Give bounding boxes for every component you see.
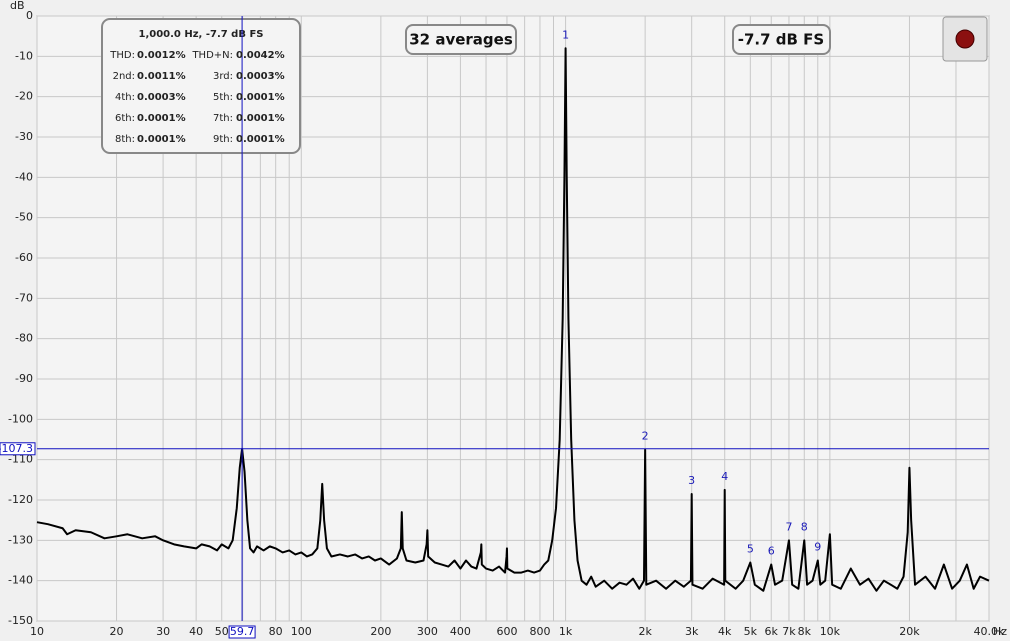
info-cell: 0.0001% bbox=[236, 134, 285, 145]
x-tick-label: 2k bbox=[638, 625, 652, 638]
y-tick-label: -140 bbox=[8, 574, 33, 587]
y-tick-label: -130 bbox=[8, 533, 33, 546]
info-cell: 3rd: bbox=[213, 71, 233, 82]
info-cell: 0.0003% bbox=[236, 71, 285, 82]
y-tick-label: -70 bbox=[15, 291, 33, 304]
info-cell: 4th: bbox=[115, 92, 135, 103]
y-tick-label: -120 bbox=[8, 493, 33, 506]
y-tick-label: -110 bbox=[8, 453, 33, 466]
grid bbox=[36, 15, 990, 622]
y-tick-label: -90 bbox=[15, 372, 33, 385]
y-tick-label: -100 bbox=[8, 412, 33, 425]
info-cell: 7th: bbox=[213, 113, 233, 124]
y-axis-label: dB bbox=[10, 0, 25, 12]
y-tick-label: -60 bbox=[15, 251, 33, 264]
info-cell: THD: bbox=[109, 50, 135, 61]
info-box bbox=[101, 18, 301, 154]
x-tick-label: 10 bbox=[30, 625, 44, 638]
info-cell: 9th: bbox=[213, 134, 233, 145]
y-tick-label: -10 bbox=[15, 49, 33, 62]
x-tick-label: 40 bbox=[189, 625, 203, 638]
averages: 32 averages bbox=[409, 31, 513, 49]
harmonic-label: 5 bbox=[747, 543, 754, 556]
cursor-y-box bbox=[0, 442, 36, 456]
harmonic-label: 7 bbox=[785, 520, 792, 533]
x-tick-label: 40.0k bbox=[974, 625, 1005, 638]
x-tick-label: 50 bbox=[215, 625, 229, 638]
x-tick-label: 800 bbox=[529, 625, 550, 638]
x-tick-label: 100 bbox=[291, 625, 312, 638]
info-cell: 6th: bbox=[115, 113, 135, 124]
x-tick-label: 400 bbox=[450, 625, 471, 638]
x-tick-label: 8k bbox=[798, 625, 812, 638]
x-tick-label: 3k bbox=[685, 625, 699, 638]
x-unit: Hz bbox=[993, 625, 1007, 638]
info-cell: 2nd: bbox=[113, 71, 135, 82]
x-tick-label: 200 bbox=[370, 625, 391, 638]
x-tick-label: 6k bbox=[765, 625, 779, 638]
info-title: 1,000.0 Hz, -7.7 dB FS bbox=[139, 29, 264, 40]
info-cell: 8th: bbox=[115, 134, 135, 145]
y-tick-label: 0 bbox=[26, 9, 33, 22]
record-icon[interactable] bbox=[955, 29, 975, 49]
info-cell: 0.0001% bbox=[137, 113, 186, 124]
info-cell: 0.0012% bbox=[137, 50, 186, 61]
x-tick-label: 5k bbox=[744, 625, 758, 638]
info-cell: THD+N: bbox=[191, 50, 233, 61]
y-tick-label: -50 bbox=[15, 211, 33, 224]
x-tick-label: 10k bbox=[820, 625, 841, 638]
x-tick-label: 4k bbox=[718, 625, 732, 638]
spectrum-line bbox=[36, 47, 990, 592]
info-cell: 0.0003% bbox=[137, 92, 186, 103]
y-tick-label: -80 bbox=[15, 332, 33, 345]
info-cell: 0.0011% bbox=[137, 71, 186, 82]
info-cell: 0.0001% bbox=[236, 113, 285, 124]
info-cell: 0.0001% bbox=[236, 92, 285, 103]
y-tick-label: -40 bbox=[15, 170, 33, 183]
y-tick-label: -150 bbox=[8, 614, 33, 627]
harmonic-label: 4 bbox=[721, 470, 728, 483]
x-tick-label: 600 bbox=[496, 625, 517, 638]
level: -7.7 dB FS bbox=[738, 31, 824, 49]
cursor-y-label: -107.3 bbox=[0, 442, 33, 455]
y-tick-label: -30 bbox=[15, 130, 33, 143]
x-tick-label: 20 bbox=[110, 625, 124, 638]
level-badge bbox=[732, 24, 831, 55]
x-tick-label: 30 bbox=[156, 625, 170, 638]
info-cell: 5th: bbox=[213, 92, 233, 103]
x-tick-label: 7k bbox=[782, 625, 796, 638]
x-tick-label: 80 bbox=[269, 625, 283, 638]
cursor-x-label: 59.7 bbox=[230, 625, 255, 638]
harmonic-label: 9 bbox=[814, 541, 821, 554]
info-cell: 0.0001% bbox=[137, 134, 186, 145]
y-tick-label: -20 bbox=[15, 90, 33, 103]
harmonic-label: 6 bbox=[768, 545, 775, 558]
info-cell: 0.0042% bbox=[236, 50, 285, 61]
harmonic-label: 3 bbox=[688, 474, 695, 487]
cursor-x-box bbox=[228, 625, 256, 639]
trace bbox=[36, 47, 990, 592]
x-tick-label: 1k bbox=[559, 625, 573, 638]
averages-badge bbox=[405, 24, 517, 55]
harmonic-label: 8 bbox=[801, 520, 808, 533]
harmonic-label: 1 bbox=[562, 28, 569, 41]
x-tick-label: 300 bbox=[417, 625, 438, 638]
x-tick-label: 20k bbox=[899, 625, 920, 638]
harmonic-label: 2 bbox=[642, 430, 649, 443]
